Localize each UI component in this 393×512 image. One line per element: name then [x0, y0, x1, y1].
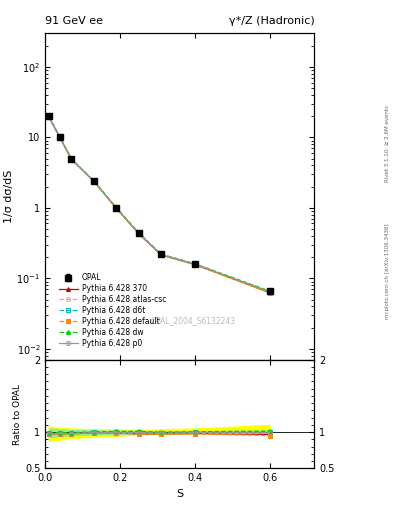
Pythia 6.428 370 — [159, 252, 163, 258]
Pythia 6.428 370 — [47, 114, 51, 120]
Pythia 6.428 p0 — [159, 251, 163, 258]
Pythia 6.428 atlas-csc — [69, 156, 74, 162]
Pythia 6.428 370 — [267, 289, 272, 295]
Pythia 6.428 atlas-csc — [193, 261, 197, 267]
Pythia 6.428 d6t — [47, 114, 51, 120]
Pythia 6.428 370 — [114, 205, 119, 211]
Pythia 6.428 default — [69, 156, 74, 162]
Pythia 6.428 d6t — [267, 288, 272, 294]
Pythia 6.428 p0 — [58, 135, 62, 141]
Pythia 6.428 dw — [47, 113, 51, 119]
Pythia 6.428 p0 — [193, 261, 197, 267]
Pythia 6.428 370 — [136, 230, 141, 237]
Pythia 6.428 dw — [159, 251, 163, 257]
Pythia 6.428 default — [136, 230, 141, 237]
Pythia 6.428 default — [193, 262, 197, 268]
Text: OPAL_2004_S6132243: OPAL_2004_S6132243 — [151, 316, 236, 325]
Pythia 6.428 default — [92, 178, 96, 184]
Pythia 6.428 dw — [267, 288, 272, 294]
Line: Pythia 6.428 370: Pythia 6.428 370 — [47, 115, 272, 294]
Pythia 6.428 dw — [136, 229, 141, 236]
Text: mcplots.cern.ch [arXiv:1306.3436]: mcplots.cern.ch [arXiv:1306.3436] — [385, 224, 389, 319]
Pythia 6.428 dw — [58, 135, 62, 141]
Pythia 6.428 p0 — [267, 289, 272, 295]
Pythia 6.428 atlas-csc — [92, 178, 96, 184]
Line: Pythia 6.428 default: Pythia 6.428 default — [47, 115, 272, 295]
Pythia 6.428 p0 — [136, 230, 141, 236]
Pythia 6.428 d6t — [92, 178, 96, 184]
Pythia 6.428 dw — [193, 261, 197, 267]
Pythia 6.428 default — [159, 252, 163, 258]
Pythia 6.428 p0 — [47, 114, 51, 120]
Pythia 6.428 atlas-csc — [159, 252, 163, 258]
Pythia 6.428 default — [58, 135, 62, 141]
Pythia 6.428 370 — [193, 262, 197, 268]
Line: Pythia 6.428 p0: Pythia 6.428 p0 — [47, 115, 272, 294]
Pythia 6.428 atlas-csc — [47, 114, 51, 120]
Pythia 6.428 370 — [92, 178, 96, 184]
Pythia 6.428 dw — [114, 204, 119, 210]
Line: Pythia 6.428 d6t: Pythia 6.428 d6t — [47, 115, 272, 293]
Pythia 6.428 370 — [58, 135, 62, 141]
Pythia 6.428 dw — [69, 156, 74, 162]
Pythia 6.428 dw — [92, 178, 96, 184]
Pythia 6.428 d6t — [69, 156, 74, 162]
Pythia 6.428 atlas-csc — [58, 135, 62, 141]
Text: Rivet 3.1.10; ≥ 2.6M events: Rivet 3.1.10; ≥ 2.6M events — [385, 105, 389, 182]
Pythia 6.428 d6t — [114, 205, 119, 211]
Line: Pythia 6.428 dw: Pythia 6.428 dw — [47, 115, 272, 293]
Pythia 6.428 default — [47, 114, 51, 120]
Line: Pythia 6.428 atlas-csc: Pythia 6.428 atlas-csc — [47, 115, 272, 294]
Pythia 6.428 p0 — [92, 178, 96, 184]
Pythia 6.428 d6t — [159, 251, 163, 258]
Pythia 6.428 370 — [69, 156, 74, 162]
Pythia 6.428 atlas-csc — [267, 289, 272, 295]
Text: 91 GeV ee: 91 GeV ee — [45, 15, 103, 26]
Pythia 6.428 d6t — [193, 261, 197, 267]
Pythia 6.428 atlas-csc — [136, 230, 141, 237]
Y-axis label: 1/σ dσ/dS: 1/σ dσ/dS — [4, 170, 14, 223]
Pythia 6.428 d6t — [58, 135, 62, 141]
Pythia 6.428 d6t — [136, 230, 141, 236]
Legend: OPAL, Pythia 6.428 370, Pythia 6.428 atlas-csc, Pythia 6.428 d6t, Pythia 6.428 d: OPAL, Pythia 6.428 370, Pythia 6.428 atl… — [57, 272, 167, 349]
Pythia 6.428 p0 — [114, 205, 119, 211]
Pythia 6.428 default — [114, 205, 119, 211]
Pythia 6.428 p0 — [69, 156, 74, 162]
Y-axis label: Ratio to OPAL: Ratio to OPAL — [13, 383, 22, 444]
Pythia 6.428 default — [267, 290, 272, 296]
X-axis label: S: S — [176, 489, 184, 499]
Text: γ*/Z (Hadronic): γ*/Z (Hadronic) — [229, 15, 314, 26]
Pythia 6.428 atlas-csc — [114, 205, 119, 211]
